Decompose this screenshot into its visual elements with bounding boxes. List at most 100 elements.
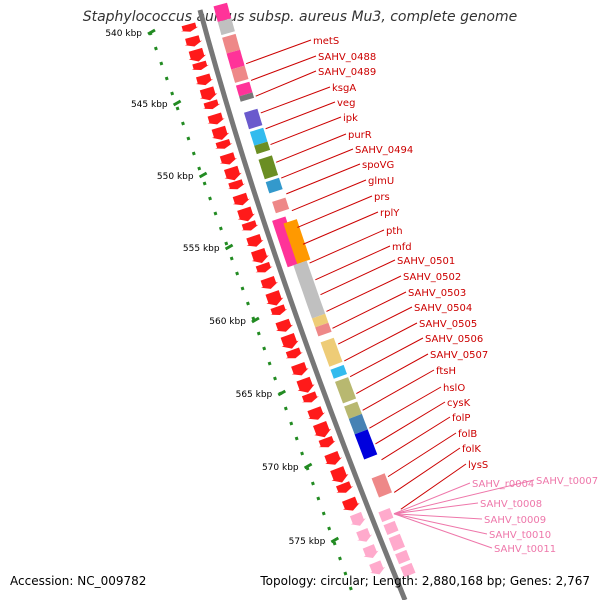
- rna-label-sahv-t0009[interactable]: SAHV_t0009: [393, 513, 546, 526]
- reverse-gene-arrow[interactable]: [191, 60, 209, 70]
- reverse-gene-arrow[interactable]: [313, 421, 332, 438]
- forward-gene-block[interactable]: [258, 155, 279, 180]
- reverse-gene-arrow[interactable]: [184, 35, 203, 47]
- forward-gene-block[interactable]: [348, 413, 368, 435]
- gene-label-prs[interactable]: prs: [297, 192, 390, 228]
- gene-label-sahv-0502[interactable]: SAHV_0502: [326, 272, 461, 312]
- forward-gene-block[interactable]: [254, 141, 271, 155]
- gene-label-purr[interactable]: purR: [275, 130, 372, 163]
- forward-gene-block[interactable]: [293, 260, 326, 319]
- gene-label-sahv-0488[interactable]: SAHV_0488: [250, 52, 376, 81]
- forward-gene-block[interactable]: [222, 33, 241, 54]
- gene-label-mfd[interactable]: mfd: [315, 242, 412, 281]
- forward-gene-block[interactable]: [312, 313, 329, 328]
- reverse-gene-arrow[interactable]: [265, 290, 284, 306]
- reverse-gene-arrow[interactable]: [307, 406, 325, 420]
- reverse-rna-arrow[interactable]: [362, 544, 379, 558]
- gene-label-folk[interactable]: folK: [393, 444, 481, 493]
- forward-gene-block[interactable]: [272, 197, 290, 214]
- forward-gene-block[interactable]: [249, 127, 268, 146]
- gene-label-mets[interactable]: metS: [245, 36, 339, 65]
- forward-gene-block[interactable]: [354, 429, 378, 460]
- forward-gene-block[interactable]: [217, 18, 235, 36]
- gene-label-sahv-0504[interactable]: SAHV_0504: [337, 303, 472, 345]
- forward-gene-block[interactable]: [213, 2, 232, 22]
- gene-label-sahv-0506[interactable]: SAHV_0506: [349, 334, 483, 378]
- reverse-gene-arrow[interactable]: [318, 436, 336, 448]
- reverse-gene-arrow[interactable]: [195, 73, 214, 86]
- reverse-gene-arrow[interactable]: [270, 304, 288, 315]
- reverse-gene-arrow[interactable]: [336, 481, 354, 493]
- forward-gene-block[interactable]: [330, 364, 348, 379]
- forward-gene-block[interactable]: [226, 49, 245, 70]
- reverse-gene-arrow[interactable]: [285, 347, 303, 359]
- forward-gene-block[interactable]: [244, 108, 263, 130]
- forward-gene-block[interactable]: [335, 377, 357, 404]
- reverse-gene-arrow[interactable]: [255, 261, 273, 273]
- gene-label-veg[interactable]: veg: [265, 98, 356, 130]
- forward-gene-block[interactable]: [235, 81, 253, 97]
- rna-feature[interactable]: [378, 508, 394, 523]
- reverse-gene-arrow[interactable]: [324, 451, 342, 465]
- reverse-gene-arrow[interactable]: [291, 362, 309, 376]
- reverse-gene-arrow[interactable]: [199, 86, 218, 101]
- reverse-gene-arrow[interactable]: [215, 139, 233, 149]
- gene-label-pth[interactable]: pth: [309, 226, 403, 264]
- forward-gene-block[interactable]: [283, 219, 311, 264]
- reverse-gene-arrow[interactable]: [251, 248, 269, 263]
- rna-feature[interactable]: [395, 549, 411, 565]
- rna-label-sahv-r0004[interactable]: SAHV_r0004: [393, 479, 534, 515]
- reverse-gene-arrow[interactable]: [228, 179, 246, 190]
- gene-label-ksga[interactable]: ksgA: [260, 83, 357, 114]
- forward-gene-block[interactable]: [315, 322, 332, 337]
- forward-gene-block[interactable]: [272, 216, 301, 268]
- gene-label-ftsh[interactable]: ftsH: [362, 366, 456, 411]
- reverse-gene-arrow[interactable]: [260, 276, 278, 289]
- forward-gene-block[interactable]: [239, 92, 255, 102]
- gene-label-hslo[interactable]: hslO: [369, 383, 465, 429]
- gene-label-folb[interactable]: folB: [387, 429, 477, 478]
- reverse-gene-arrow[interactable]: [241, 220, 259, 231]
- reverse-gene-arrow[interactable]: [342, 496, 360, 511]
- reverse-gene-arrow[interactable]: [180, 22, 199, 32]
- reverse-gene-arrow[interactable]: [280, 333, 299, 349]
- rna-label-sahv-t0011[interactable]: SAHV_t0011: [393, 513, 556, 555]
- forward-gene-block[interactable]: [265, 177, 283, 194]
- forward-gene-block[interactable]: [344, 401, 362, 419]
- forward-gene-block[interactable]: [371, 473, 392, 498]
- reverse-gene-arrow[interactable]: [219, 152, 237, 165]
- reverse-gene-arrow[interactable]: [296, 376, 315, 393]
- reverse-rna-arrow[interactable]: [349, 511, 366, 526]
- rna-feature[interactable]: [388, 533, 405, 552]
- reverse-gene-arrow[interactable]: [275, 318, 294, 332]
- reverse-gene-arrow[interactable]: [237, 206, 255, 222]
- reverse-gene-arrow[interactable]: [246, 234, 264, 247]
- rna-feature[interactable]: [400, 562, 416, 578]
- rna-label-sahv-t0010[interactable]: SAHV_t0010: [393, 513, 551, 541]
- forward-gene-block[interactable]: [320, 337, 343, 367]
- gene-label-lyss[interactable]: lysS: [400, 460, 488, 510]
- gene-label-glmu[interactable]: glmU: [291, 176, 394, 212]
- reverse-gene-arrow[interactable]: [203, 99, 221, 110]
- reverse-gene-arrow[interactable]: [207, 112, 225, 125]
- gene-label-sahv-0507[interactable]: SAHV_0507: [356, 350, 488, 394]
- gene-label-sahv-0489[interactable]: SAHV_0489: [255, 67, 376, 97]
- gene-label-sahv-0503[interactable]: SAHV_0503: [332, 288, 466, 329]
- rna-label-sahv-t0007[interactable]: SAHV_t0007: [393, 476, 598, 515]
- reverse-gene-arrow[interactable]: [301, 391, 319, 403]
- reverse-gene-arrow[interactable]: [232, 192, 250, 206]
- reverse-rna-arrow[interactable]: [356, 528, 373, 542]
- gene-label-sahv-0501[interactable]: SAHV_0501: [320, 256, 456, 296]
- rna-feature[interactable]: [383, 520, 399, 535]
- gene-label-rply[interactable]: rplY: [302, 208, 400, 245]
- reverse-gene-arrow[interactable]: [330, 466, 349, 483]
- gene-label-folp[interactable]: folP: [381, 413, 471, 461]
- gene-label-sahv-0494[interactable]: SAHV_0494: [281, 145, 413, 179]
- rna-label-sahv-t0008[interactable]: SAHV_t0008: [393, 499, 542, 515]
- forward-gene-block[interactable]: [231, 65, 249, 83]
- reverse-gene-arrow[interactable]: [224, 165, 242, 181]
- reverse-gene-arrow[interactable]: [211, 125, 230, 140]
- gene-label-ipk[interactable]: ipk: [270, 113, 359, 145]
- gene-label-spovg[interactable]: spoVG: [286, 160, 394, 195]
- gene-label-cysk[interactable]: cysK: [375, 398, 471, 445]
